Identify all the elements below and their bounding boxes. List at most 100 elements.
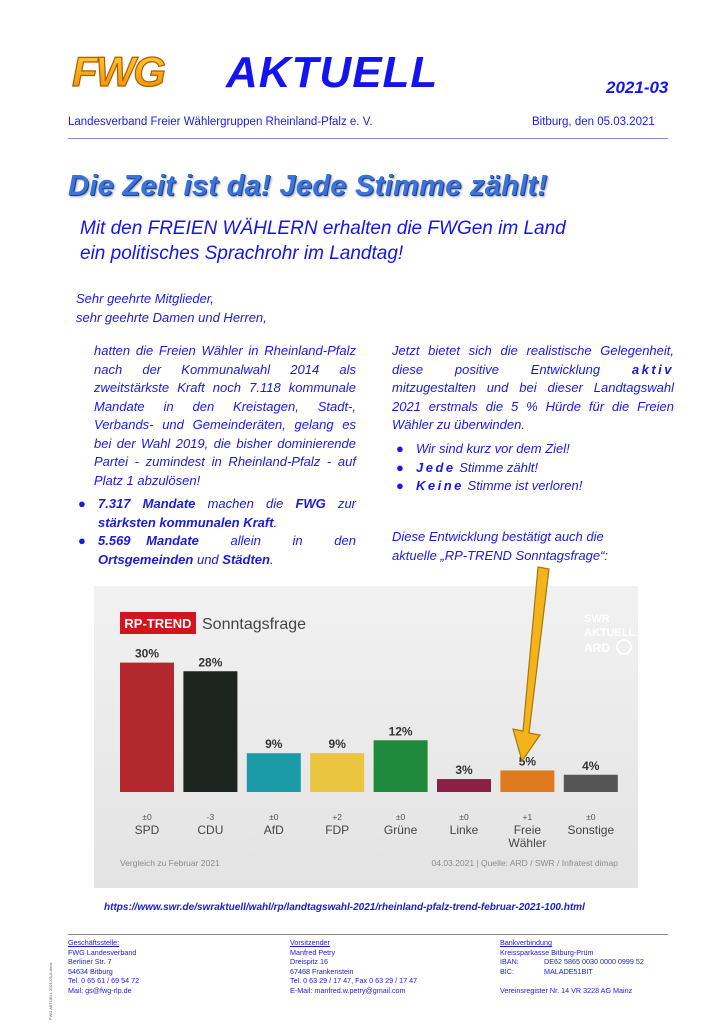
bar-change-label: ±0 [586, 812, 596, 822]
swr-logo-text: SWR [584, 613, 610, 625]
footer-email[interactable]: Mail: gs@fwg-rlp.de [68, 985, 132, 995]
bic-label: BIC: [500, 966, 514, 976]
paragraph-emphasis: aktiv [631, 361, 674, 377]
fwg-logo: FWG [71, 48, 167, 96]
bar-category-label: Sonstige [567, 823, 614, 837]
bar-value-label: 12% [389, 724, 413, 738]
bar-value-label: 9% [329, 737, 347, 751]
mandate-count: 5.569 Mandate [98, 533, 199, 548]
footer-line: Kreissparkasse Bitburg-Prüm [500, 947, 594, 957]
chart-footer-left: Vergleich zu Februar 2021 [120, 858, 220, 868]
dateline: Bitburg, den 05.03.2021 [532, 116, 655, 128]
note-line: aktuelle „RP-TREND Sonntagsfrage“: [392, 547, 609, 563]
paragraph-text: mitzugestalten und bei dieser Landtagswa… [392, 380, 674, 432]
bullet-emphasis: Städten [222, 551, 270, 567]
iban-value: DE62 5865 0030 0000 0999 52 [544, 957, 644, 967]
paragraph-text: Jetzt bietet sich die realistische Geleg… [392, 343, 674, 377]
bullet-icon: ● [396, 459, 404, 475]
bar-cdu [183, 671, 238, 792]
bar-value-label: 3% [455, 763, 473, 777]
bar-value-label: 28% [198, 655, 222, 669]
highlight-arrow-icon [512, 566, 550, 763]
footer-line: 54634 Bitburg [68, 966, 113, 976]
bullet-icon: ● [78, 533, 86, 548]
mandate-count: 7.317 Mandate [98, 496, 196, 511]
bar-change-label: -3 [207, 812, 215, 822]
bullet-icon: ● [396, 478, 404, 493]
document-filename: FWG AKTUELL 2021-03-A.docx [48, 962, 53, 1020]
footer-office: Geschäftsstelle: FWG Landesverband Berli… [68, 938, 139, 996]
bullet-text: und [193, 551, 223, 567]
bullet-emphasis: Ortsgemeinden [98, 551, 194, 567]
bar-category-label: SPD [135, 823, 160, 837]
bar-change-label: ±0 [459, 812, 469, 822]
list-item: ● Wir sind kurz vor dem Ziel! [394, 440, 674, 459]
bar-value-label: 30% [135, 647, 159, 661]
issue-number: 2021-03 [606, 78, 669, 97]
footer-email[interactable]: E-Mail: manfred.w.petry@gmail.com [290, 985, 406, 995]
bar-change-label: +2 [332, 812, 342, 822]
bar-change-label: ±0 [396, 812, 406, 822]
bar-category-label: Grüne [384, 823, 418, 837]
bar-fdp [310, 753, 365, 792]
bullet-org: FWG [295, 496, 326, 511]
svg-text:FWG: FWG [72, 48, 165, 95]
source-link[interactable]: https://www.swr.de/swraktuell/wahl/rp/la… [104, 902, 585, 913]
poll-chart-svg: RP-TREND Sonntagsfrage SWR AKTUELL ARD 3… [120, 612, 636, 868]
bar-freie-wähler [500, 770, 555, 792]
list-item: ● Jede Stimme zählt! [394, 459, 674, 478]
bullet-emphasis: Keine [416, 478, 464, 493]
subheadline-line: ein politisches Sprachrohr im Landtag! [80, 243, 404, 264]
ard-logo-text: ARD [584, 641, 610, 655]
aktuell-logo-text: AKTUELL [584, 627, 636, 639]
bullet-emphasis: Jede [416, 459, 456, 475]
footer-line: Tel. 0 65 61 / 69 54 72 [68, 976, 140, 986]
footer-bic: BIC: MALADE51BIT [500, 967, 644, 977]
footer-line: Tel. 0 63 29 / 17 47, Fax 0 63 29 / 17 4… [290, 976, 418, 986]
chart-intro-note: Diese Entwicklung bestätigt auch die akt… [392, 528, 672, 565]
footer-line: Dreispitz 16 [290, 957, 328, 967]
chart-footer-right: 04.03.2021 | Quelle: ARD / SWR / Infrate… [432, 858, 619, 868]
bar-spd [120, 662, 174, 792]
subheadline-line: Mit den FREIEN WÄHLERN erhalten die FWGe… [80, 218, 566, 239]
rp-trend-badge [120, 612, 196, 634]
bar-group: 30%±0SPD28%-3CDU9%±0AfD9%+2FDP12%±0Grüne… [120, 647, 618, 850]
footer-line: 67468 Frankenstein [290, 966, 354, 976]
bullet-icon: ● [78, 496, 86, 511]
bar-grüne [373, 740, 428, 792]
bullet-text: Stimme zählt! [455, 459, 538, 475]
salutation: Sehr geehrte Mitglieder, sehr geehrte Da… [76, 290, 267, 327]
bullet-text: Stimme ist verloren! [463, 478, 583, 493]
right-column-paragraph: Jetzt bietet sich die realistische Geleg… [392, 342, 674, 435]
header-divider [68, 138, 668, 139]
salutation-line: sehr geehrte Damen und Herren, [76, 309, 267, 325]
bar-linke [437, 779, 491, 792]
bullet-text: machen die [195, 496, 296, 511]
footer-divider [68, 934, 668, 935]
bullet-text: . [273, 514, 278, 530]
bullet-text: zur [325, 496, 357, 511]
chart-title: Sonntagsfrage [202, 616, 306, 633]
footer-line: Berliner Str. 7 [68, 957, 112, 967]
footer-iban: IBAN: DE62 5865 0030 0000 0999 52 [500, 957, 644, 967]
footer-heading: Vorsitzender [290, 938, 330, 947]
bar-category-label: CDU [197, 823, 223, 837]
footer-line [500, 976, 644, 986]
footer-line: Manfred Petry [290, 947, 336, 957]
bar-category-label: AfD [264, 823, 284, 837]
bar-value-label: 9% [265, 737, 283, 751]
bullet-text: Wir sind kurz vor dem Ziel! [416, 441, 570, 456]
bar-category-label: Freie [514, 823, 542, 837]
organization-name: Landesverband Freier Wählergruppen Rhein… [68, 116, 373, 128]
left-column-paragraph: hatten die Freien Wähler in Rheinland-Pf… [94, 343, 356, 488]
note-line: Diese Entwicklung bestätigt auch die [392, 529, 604, 544]
bar-sonstige [563, 774, 618, 792]
headline: Die Zeit ist da! Jede Stimme zählt! [68, 170, 548, 202]
bar-category-label: Linke [450, 823, 479, 837]
footer-register: Vereinsregister Nr. 14 VR 3228 AG Mainz [500, 985, 633, 995]
bullet-text: allein in den [198, 533, 356, 548]
list-item: ● 7.317 Mandate machen die FWG zur stärk… [76, 495, 356, 532]
subheadline: Mit den FREIEN WÄHLERN erhalten die FWGe… [80, 216, 680, 266]
iban-label: IBAN: [500, 957, 519, 967]
left-bullet-list: ● 7.317 Mandate machen die FWG zur stärk… [76, 495, 356, 569]
